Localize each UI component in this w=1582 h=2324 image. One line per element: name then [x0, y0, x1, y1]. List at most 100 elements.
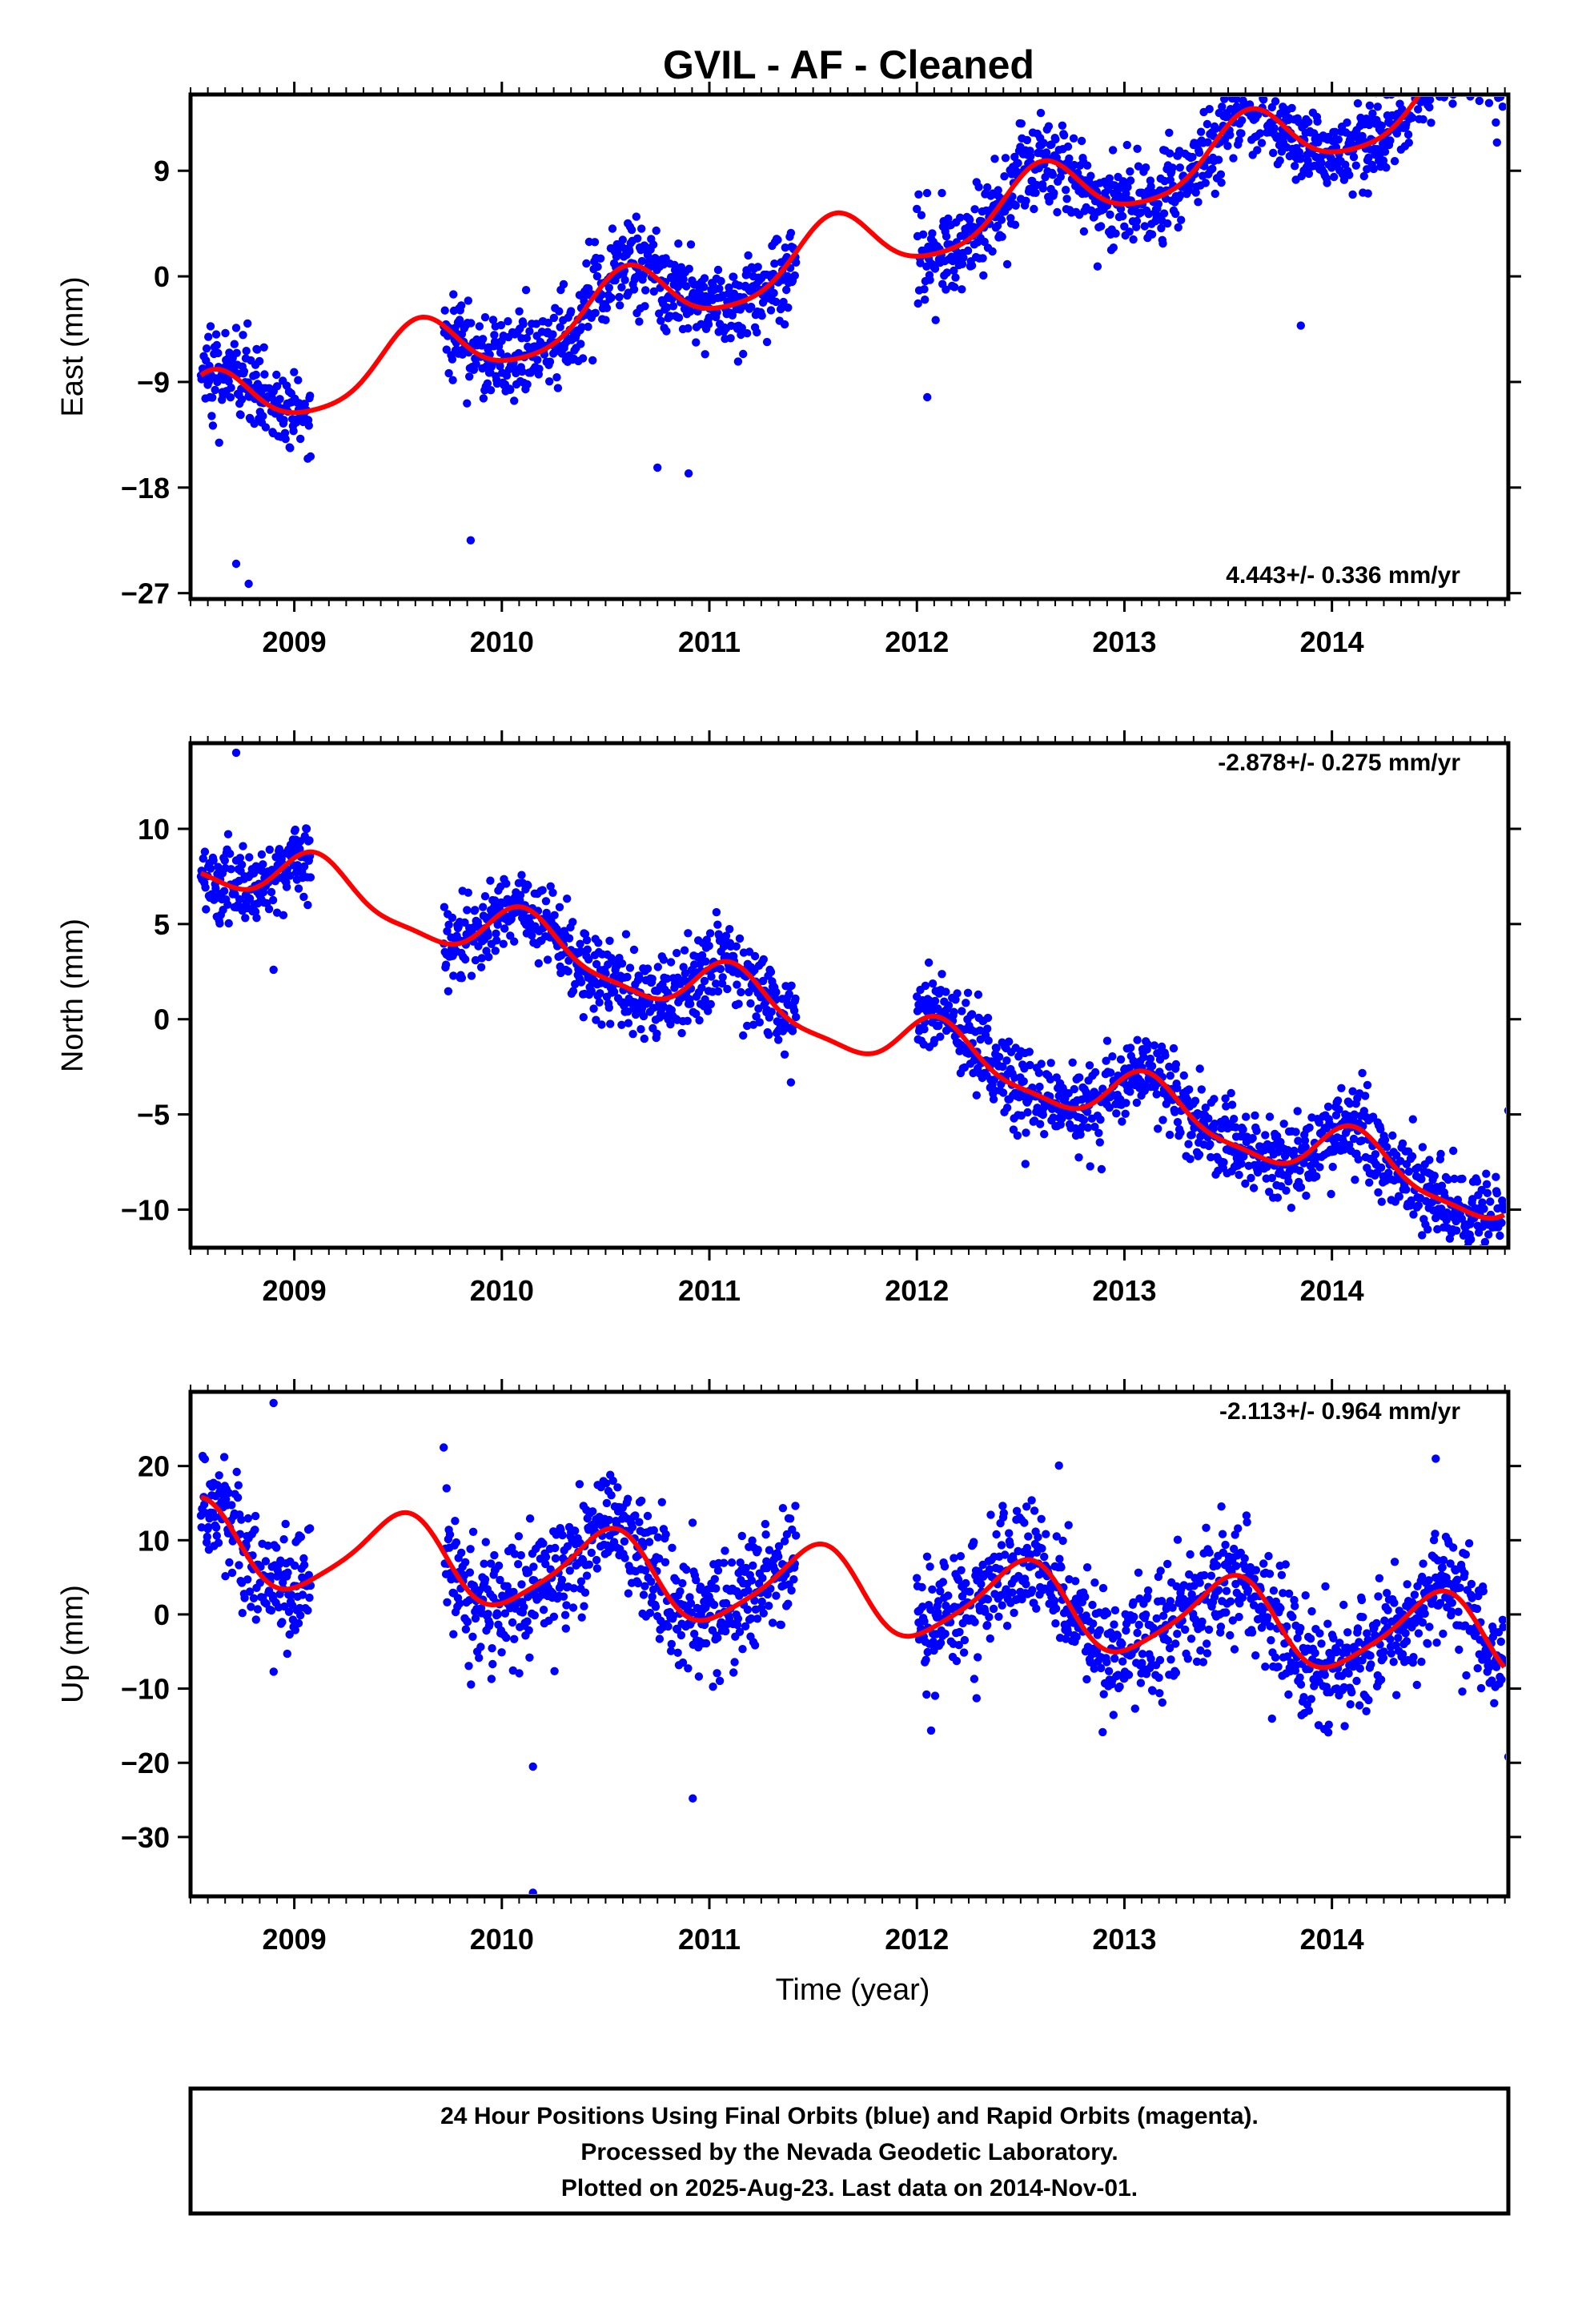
- east-data-point: [1365, 101, 1375, 110]
- east-data-point: [1105, 174, 1114, 183]
- north-data-point: [1237, 1159, 1246, 1168]
- up-data-point: [475, 1654, 484, 1663]
- north-data-point: [1204, 1114, 1213, 1123]
- east-data-point: [552, 373, 561, 382]
- east-y-axis-label: East (mm): [56, 276, 90, 416]
- east-data-point: [479, 394, 488, 403]
- east-data-point: [1373, 103, 1383, 111]
- north-data-point: [506, 931, 515, 940]
- north-data-point: [272, 908, 282, 917]
- up-data-point: [661, 1530, 670, 1539]
- east-data-point: [1461, 53, 1469, 61]
- east-data-point: [1218, 103, 1227, 111]
- east-data-point: [762, 337, 772, 347]
- east-data-point: [1001, 154, 1010, 163]
- north-data-point: [1017, 1111, 1026, 1120]
- east-data-point: [502, 371, 512, 380]
- north-data-point: [1241, 1179, 1250, 1188]
- up-data-point: [735, 1627, 745, 1637]
- east-data-point: [213, 377, 222, 387]
- east-data-point: [1062, 195, 1071, 203]
- north-data-point: [476, 963, 486, 972]
- north-data-point: [1500, 1205, 1506, 1214]
- east-data-point: [757, 312, 766, 320]
- north-data-point: [1371, 1150, 1380, 1159]
- up-data-point: [529, 1562, 538, 1571]
- up-data-point: [457, 1548, 466, 1558]
- up-data-point: [582, 1571, 592, 1580]
- up-data-point: [997, 1541, 1006, 1550]
- up-data-point: [480, 1575, 490, 1584]
- up-data-point: [641, 1566, 650, 1575]
- north-data-point: [1368, 1112, 1378, 1121]
- east-data-point: [202, 344, 211, 353]
- east-data-point: [1144, 210, 1154, 219]
- east-data-point: [1203, 138, 1212, 147]
- east-data-point: [966, 215, 974, 224]
- east-data-point: [1484, 99, 1494, 107]
- east-data-point: [1480, 63, 1488, 71]
- north-data-point: [595, 998, 604, 1007]
- north-data-point: [1295, 1166, 1304, 1176]
- east-data-point: [448, 355, 457, 364]
- up-data-point: [677, 1630, 686, 1640]
- up-data-point: [497, 1648, 506, 1657]
- east-data-point: [592, 271, 602, 281]
- up-data-point: [283, 1649, 291, 1659]
- east-data-point: [1211, 189, 1220, 199]
- up-data-point: [784, 1599, 793, 1608]
- east-data-point: [227, 384, 235, 392]
- east-data-point: [725, 283, 733, 292]
- up-data-point: [278, 1618, 287, 1626]
- north-data-point: [733, 980, 741, 989]
- east-data-point: [1339, 175, 1349, 184]
- east-data-point: [253, 345, 262, 354]
- up-data-point: [719, 1558, 729, 1567]
- north-data-point: [617, 1020, 626, 1030]
- up-data-point: [247, 1602, 255, 1611]
- east-data-point: [279, 416, 288, 424]
- east-data-point: [974, 183, 983, 191]
- north-data-point: [571, 979, 580, 989]
- north-data-point: [516, 891, 525, 899]
- north-data-point: [1414, 1201, 1423, 1210]
- east-data-point: [713, 265, 723, 275]
- east-data-point: [1387, 75, 1395, 83]
- north-data-point: [1252, 1126, 1261, 1136]
- up-x-tick-label: 2010: [470, 1923, 534, 1956]
- east-data-point: [1120, 222, 1129, 231]
- north-data-point: [268, 895, 278, 905]
- east-data-point: [1000, 172, 1009, 181]
- north-data-point: [582, 935, 592, 945]
- north-data-point: [1483, 1188, 1492, 1198]
- east-data-point: [1470, 53, 1478, 61]
- east-data-point: [1154, 199, 1163, 208]
- east-data-point: [1017, 119, 1026, 128]
- east-data-point: [913, 204, 921, 214]
- north-data-point: [1472, 1177, 1482, 1186]
- east-data-point: [215, 438, 223, 447]
- north-data-point: [1083, 1123, 1093, 1132]
- up-data-point: [753, 1614, 762, 1623]
- north-data-point: [628, 1030, 637, 1039]
- up-data-point: [921, 1655, 930, 1664]
- up-data-point: [737, 1531, 746, 1541]
- up-data-point: [576, 1577, 586, 1586]
- east-data-point: [1159, 209, 1169, 218]
- east-data-point: [662, 303, 672, 312]
- up-data-point: [500, 1609, 510, 1618]
- east-data-point: [457, 301, 466, 310]
- north-data-point: [716, 964, 725, 974]
- up-data-point: [986, 1510, 995, 1519]
- up-x-tick-label: 2012: [885, 1923, 949, 1956]
- east-data-point: [1482, 59, 1490, 67]
- east-data-point: [770, 259, 779, 268]
- east-data-point: [1490, 22, 1498, 30]
- east-data-point: [1469, 53, 1477, 61]
- east-data-point: [1444, 53, 1452, 61]
- east-data-point: [1051, 135, 1060, 144]
- east-data-point: [926, 275, 934, 284]
- up-data-point: [243, 1514, 253, 1523]
- north-data-point: [206, 864, 215, 873]
- north-data-point: [1350, 1110, 1359, 1119]
